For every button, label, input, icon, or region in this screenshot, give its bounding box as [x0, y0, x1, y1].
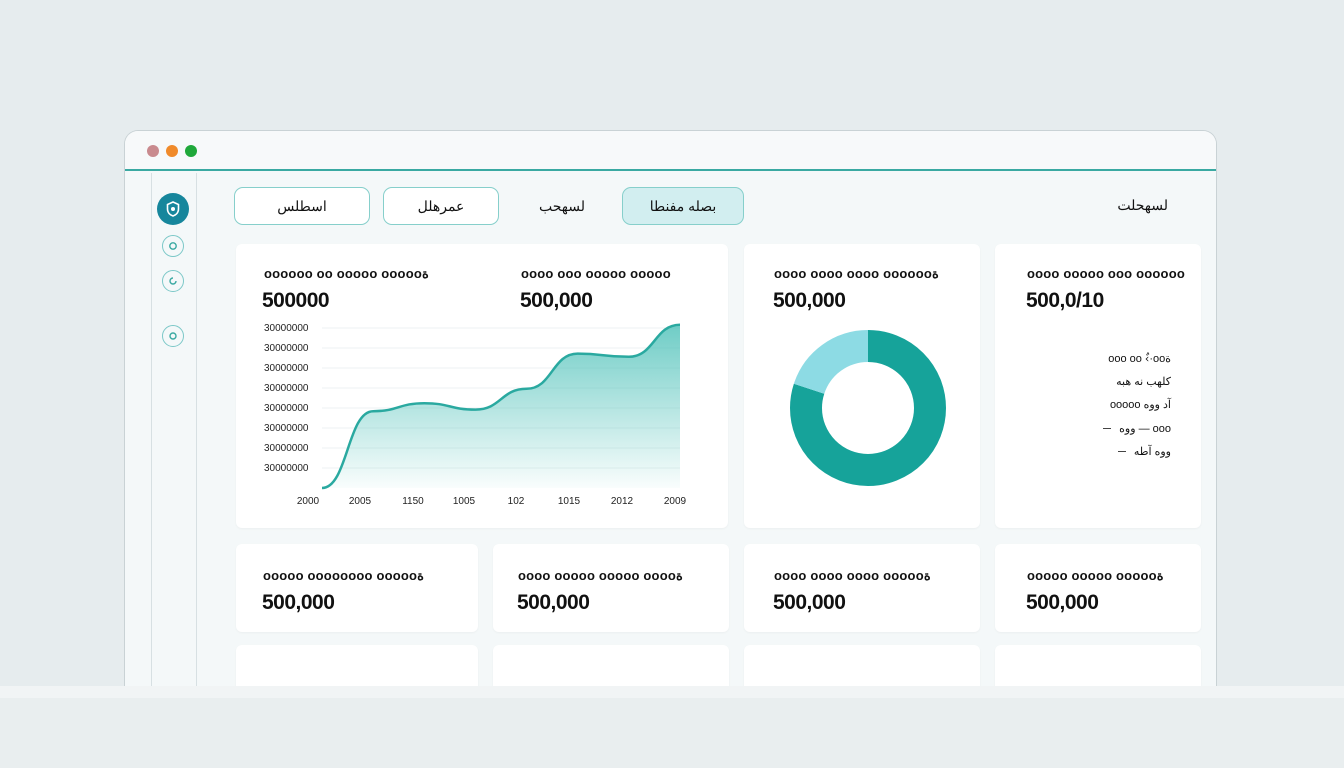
- legend-item: ووه آطه: [1117, 445, 1171, 458]
- header-right-link[interactable]: لسهحلت: [1117, 197, 1168, 213]
- donut-card: oooo oooo oooo oooooo‌ة 500,000: [744, 244, 980, 528]
- stat-card[interactable]: ooooo oooooooo ooooo‌ة 500,000: [236, 544, 478, 632]
- stat-label: oooo ooo‌oo ooo oooooo: [1027, 266, 1185, 281]
- stat-card-partial: [995, 645, 1201, 686]
- sidebar-item-refresh[interactable]: [162, 270, 184, 292]
- stat-card-partial: [744, 645, 980, 686]
- y-tick-label: 30000000: [264, 443, 309, 454]
- y-tick-label: 30000000: [264, 363, 309, 374]
- legend-dash-icon: [1103, 428, 1112, 429]
- title-bar: [125, 131, 1216, 171]
- area-chart: [321, 323, 681, 490]
- stat-label: oooooo oo ooooo ooooo‌ة: [264, 266, 429, 281]
- area-series-line: [321, 323, 681, 490]
- stat-value: 500,0/10: [1026, 289, 1104, 312]
- legend-item: ooooo آد ووه: [1109, 399, 1171, 411]
- sidebar-item-circle[interactable]: [162, 235, 184, 257]
- circle-icon: [169, 242, 177, 250]
- main-chart-card: oooooo oo ooooo ooooo‌ة 500000 oooo ooo …: [236, 244, 728, 528]
- circle-outline-icon: [169, 332, 177, 340]
- stat-label: oooo oooo oooo ooooo‌ة: [774, 568, 931, 583]
- stat-label: oooo ooooo ooooo oooo‌ة: [518, 568, 683, 583]
- stat-value: 500,000: [517, 591, 590, 614]
- stat-label-secondary: oooo ooo oo‌ooo oo‌ooo: [521, 266, 671, 281]
- donut-chart: [790, 330, 946, 486]
- tab-2[interactable]: عمرهلل: [383, 187, 499, 225]
- x-tick-label: 102: [507, 496, 525, 507]
- stat-value: 500,000: [1026, 591, 1099, 614]
- tab-4-active[interactable]: بصله مفنطا: [622, 187, 744, 225]
- legend-item: كلهب نه هبه: [1116, 376, 1171, 388]
- stat-value: 500,000: [773, 591, 846, 614]
- minimize-window-button[interactable]: [166, 145, 178, 157]
- area-series-fill: [322, 324, 680, 488]
- x-tick-label: 1015: [557, 496, 581, 507]
- stat-value: 500,000: [262, 591, 335, 614]
- stat-label: oooo oooo oooo oooooo‌ة: [774, 266, 939, 281]
- tab-1[interactable]: اسطلس: [234, 187, 370, 225]
- legend-dash-icon: [1117, 451, 1126, 452]
- sidebar: [151, 173, 197, 686]
- stat-card[interactable]: oooo ooooo ooooo oooo‌ة 500,000: [493, 544, 729, 632]
- desk-surface: [0, 686, 1344, 768]
- stat-card-partial: [493, 645, 729, 686]
- donut-slice-secondary: [790, 330, 946, 486]
- y-tick-label: 30000000: [264, 423, 309, 434]
- stat-value-secondary: 500,000: [520, 289, 593, 312]
- stat-card[interactable]: ooooo ooooo ooooo‌ة 500,000: [995, 544, 1201, 632]
- x-tick-label: 2012: [610, 496, 634, 507]
- close-window-button[interactable]: [147, 145, 159, 157]
- x-tick-label: 1150: [402, 496, 424, 507]
- y-tick-label: 30000000: [264, 323, 309, 334]
- y-tick-label: 30000000: [264, 403, 309, 414]
- y-tick-label: 30000000: [264, 383, 309, 394]
- sidebar-item-settings[interactable]: [162, 325, 184, 347]
- x-tick-label: 2009: [663, 496, 687, 507]
- legend-card: oooo ooo‌oo ooo oooooo 500,0/10 ooo oo ‹…: [995, 244, 1201, 528]
- stat-card-partial: [236, 645, 478, 686]
- legend-item: ooo oo ‹ٌ·oo‌ة: [1108, 353, 1171, 365]
- y-tick-label: 30000000: [264, 343, 309, 354]
- tab-3[interactable]: لسهحب: [539, 197, 585, 214]
- y-tick-label: 30000000: [264, 463, 309, 474]
- x-tick-label: 1005: [452, 496, 476, 507]
- sidebar-item-home[interactable]: [157, 193, 189, 225]
- stat-value: 500,000: [773, 289, 846, 312]
- maximize-window-button[interactable]: [185, 145, 197, 157]
- stat-label: ooooo oooooooo ooooo‌ة: [263, 568, 424, 583]
- legend-item: ووه — ooo: [1103, 422, 1171, 435]
- refresh-icon: [169, 277, 177, 285]
- app-window: اسطلس عمرهلل لسهحب بصله مفنطا لسهحلت ooo…: [124, 130, 1217, 686]
- stat-label: ooooo ooooo ooooo‌ة: [1027, 568, 1164, 583]
- shield-icon: [166, 201, 180, 217]
- stat-value: 500000: [262, 289, 330, 312]
- stat-card[interactable]: oooo oooo oooo ooooo‌ة 500,000: [744, 544, 980, 632]
- x-tick-label: 2005: [348, 496, 372, 507]
- x-tick-label: 2000: [296, 496, 320, 507]
